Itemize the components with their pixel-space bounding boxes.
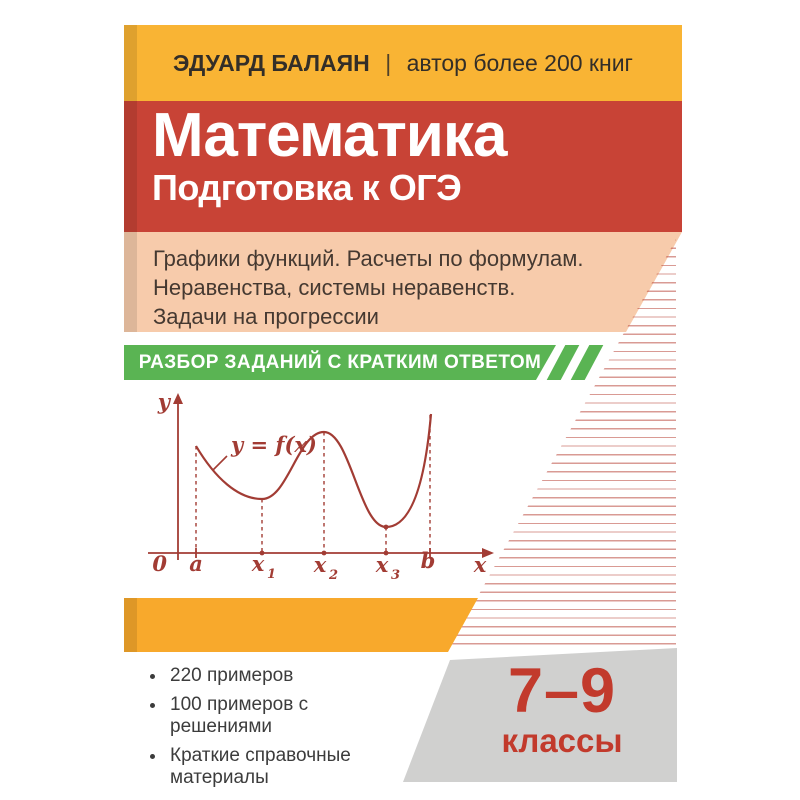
bullet-dot-icon [150, 703, 155, 708]
label-pointer-line [212, 455, 228, 471]
axis-dots [259, 524, 389, 556]
function-graph: y = f(x) y 0 a x 1 x 2 x 3 b x [148, 389, 494, 583]
feature-item: Краткие справочные материалы [150, 745, 398, 789]
grade-label: классы [501, 722, 623, 759]
book-title: Математика [152, 101, 507, 170]
y-axis-arrow-icon [173, 393, 183, 404]
orange-accent-band [124, 598, 478, 652]
feature-text: 100 примеров с решениями [170, 694, 309, 737]
tick-sub-1: 1 [267, 567, 276, 582]
dashed-guides [195, 415, 431, 553]
tick-sub-2: 2 [328, 568, 338, 583]
origin-label: 0 [152, 551, 167, 576]
ribbon-banner: РАЗБОР ЗАДАНИЙ С КРАТКИМ ОТВЕТОМ [124, 345, 556, 380]
title-band: Математика Подготовка к ОГЭ [124, 101, 682, 232]
feature-item: 220 примеров [150, 665, 398, 687]
feature-text: Краткие справочные материалы [170, 745, 351, 788]
tick-label-x2: x [313, 552, 327, 577]
tick-label-x3: x [375, 552, 389, 577]
y-axis-label: y [157, 389, 172, 414]
grade-badge: 7–9 классы [403, 648, 677, 782]
author-name: ЭДУАРД БАЛАЯН [173, 49, 370, 76]
tick-sub-3: 3 [391, 568, 400, 583]
axes [148, 402, 482, 560]
x-axis-label: x [473, 552, 487, 577]
function-label: y = f(x) [230, 432, 317, 457]
function-curve [195, 413, 433, 529]
feature-item: 100 примеров с решениями [150, 694, 398, 738]
author-tagline: автор более 200 книг [406, 49, 633, 76]
author-line: ЭДУАРД БАЛАЯН | автор более 200 книг [173, 50, 633, 77]
tick-label-a: a [189, 551, 203, 576]
grade-range: 7–9 [507, 656, 617, 726]
book-subtitle: Подготовка к ОГЭ [152, 167, 462, 208]
tick-label-x1: x [251, 551, 265, 576]
topics-band: Графики функций. Расчеты по формулам. Не… [124, 232, 682, 332]
tick-label-b: b [421, 548, 436, 573]
author-separator: | [385, 49, 392, 76]
topic-line: Графики функций. Расчеты по формулам. [153, 246, 584, 271]
author-banner: ЭДУАРД БАЛАЯН | автор более 200 книг [124, 25, 682, 101]
x-axis-arrow-icon [482, 548, 494, 558]
feature-text: 220 примеров [170, 665, 294, 686]
bullet-dot-icon [150, 674, 155, 679]
ribbon-label: РАЗБОР ЗАДАНИЙ С КРАТКИМ ОТВЕТОМ [138, 351, 542, 373]
topic-line: Неравенства, системы неравенств. [153, 275, 516, 300]
topic-line: Задачи на прогрессии [153, 304, 379, 329]
bullet-dot-icon [150, 754, 155, 759]
feature-list: 220 примеров 100 примеров с решениями Кр… [150, 665, 398, 796]
